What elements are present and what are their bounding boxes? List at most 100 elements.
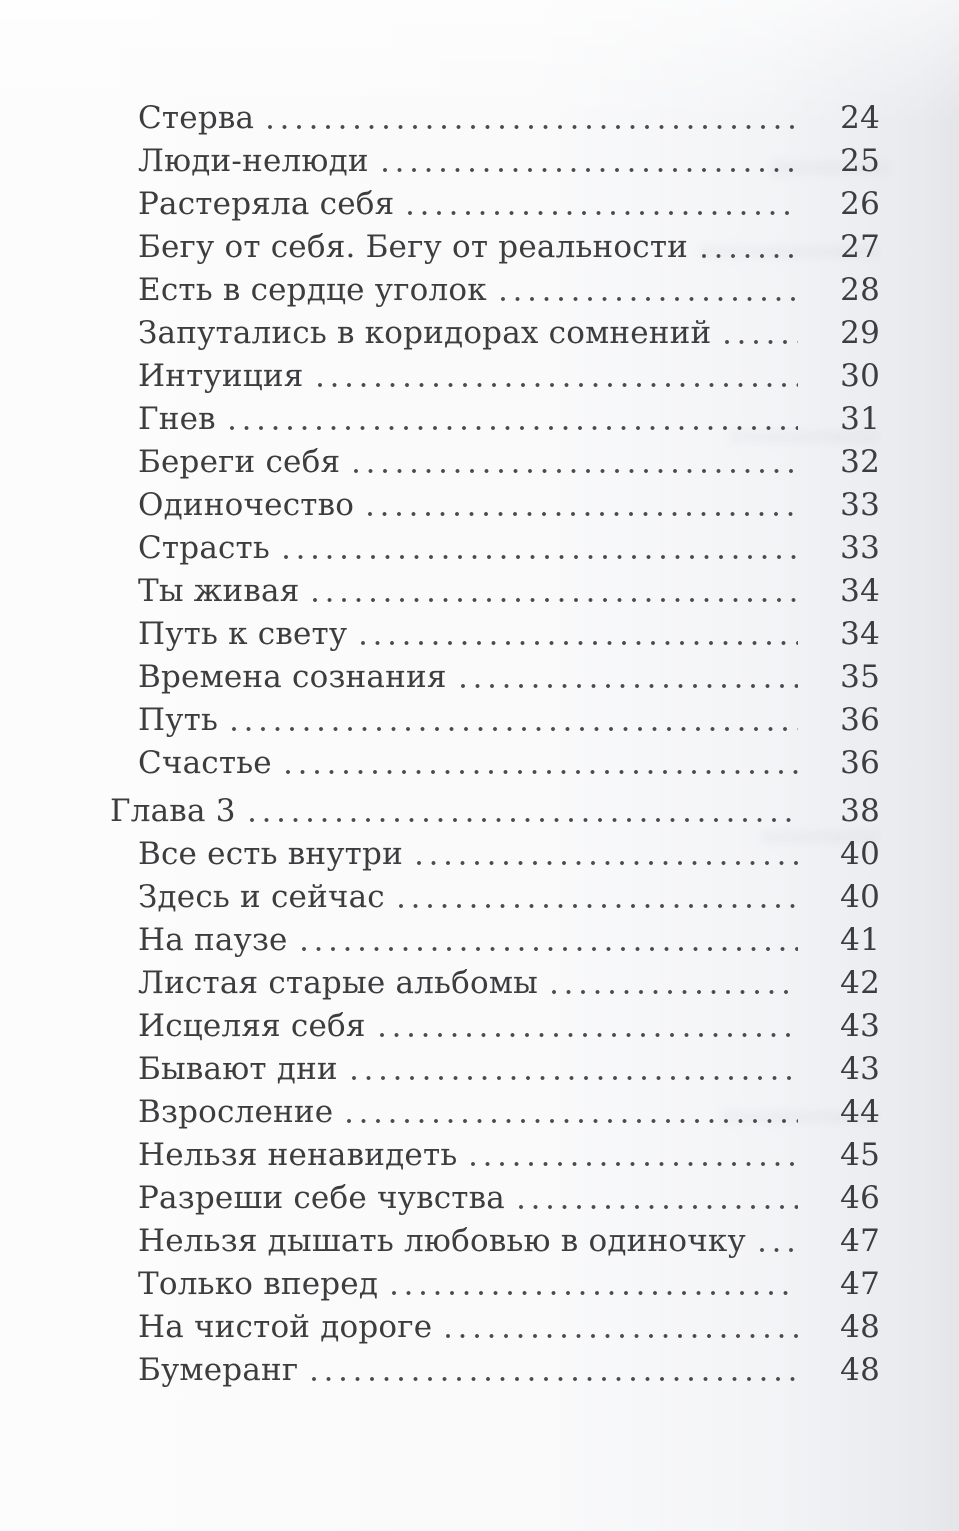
toc-entry: Исцеляя себя 43: [110, 1005, 880, 1048]
toc-entry-title: Бумеранг: [138, 1352, 299, 1388]
dot-leader: [347, 1091, 798, 1134]
toc-entry: Нельзя ненавидеть 45: [110, 1134, 880, 1177]
dot-leader: [229, 398, 798, 441]
toc-entry-title: Глава 3: [110, 793, 236, 829]
toc-entry-title: Нельзя ненавидеть: [138, 1137, 458, 1173]
dot-leader: [351, 1048, 798, 1091]
toc-entry-page: 29: [840, 315, 880, 351]
toc-entry-title: Нельзя дышать любовью в одиночку: [138, 1223, 746, 1259]
toc-entry: Путь к свету 34: [110, 613, 880, 656]
toc-entry-title: На чистой дороге: [138, 1309, 433, 1345]
toc-entry: Бумеранг 48: [110, 1349, 880, 1392]
toc-entry-page: 30: [840, 358, 880, 394]
dot-leader: [392, 1263, 798, 1306]
toc-entry-page: 33: [840, 530, 880, 566]
dot-leader: [379, 1005, 798, 1048]
dot-leader: [446, 1306, 798, 1349]
dot-leader: [313, 570, 798, 613]
toc-entry: Ты живая 34: [110, 570, 880, 613]
toc-entry-page: 27: [840, 229, 880, 265]
toc-entry: На паузе 41: [110, 919, 880, 962]
toc-entry-page: 24: [840, 100, 880, 136]
toc-entry-page: 38: [840, 793, 880, 829]
toc-entry: Нельзя дышать любовью в одиночку 47: [110, 1220, 880, 1263]
dot-leader: [416, 833, 798, 876]
toc-entry-title: Страсть: [138, 530, 270, 566]
toc-entry-page: 46: [840, 1180, 880, 1216]
dot-leader: [301, 919, 798, 962]
toc-entry-title: Береги себя: [138, 444, 341, 480]
toc-entry-title: Только вперед: [138, 1266, 379, 1302]
toc-entry-page: 32: [840, 444, 880, 480]
toc-entry-page: 34: [840, 616, 880, 652]
toc-entry: Времена сознания 35: [110, 656, 880, 699]
toc-entry-page: 31: [840, 401, 880, 437]
toc-entry-page: 26: [840, 186, 880, 222]
dot-leader: [268, 97, 798, 140]
toc-entry-page: 42: [840, 965, 880, 1001]
toc-entry: Гнев 31: [110, 398, 880, 441]
toc-entry: Разреши себе чувства 46: [110, 1177, 880, 1220]
toc-entry-title: Путь: [138, 702, 219, 738]
toc-entry-title: Интуиция: [138, 358, 304, 394]
toc-entry-title: На паузе: [138, 922, 288, 958]
toc-entry-title: Путь к свету: [138, 616, 348, 652]
toc-entry-page: 47: [840, 1266, 880, 1302]
toc-entry: Береги себя 32: [110, 441, 880, 484]
toc-entry-page: 34: [840, 573, 880, 609]
dot-leader: [354, 441, 798, 484]
toc-entry-title: Бывают дни: [138, 1051, 338, 1087]
toc-entry: Стерва 24: [110, 97, 880, 140]
toc-entry-page: 36: [840, 745, 880, 781]
toc-entry-title: Времена сознания: [138, 659, 447, 695]
dot-leader: [500, 269, 798, 312]
toc-entry-title: Исцеляя себя: [138, 1008, 366, 1044]
toc-entry: Бывают дни 43: [110, 1048, 880, 1091]
toc-entry: Здесь и сейчас 40: [110, 876, 880, 919]
toc-entry-page: 36: [840, 702, 880, 738]
toc-entry: Только вперед 47: [110, 1263, 880, 1306]
toc-entry: Путь 36: [110, 699, 880, 742]
toc-entry-title: Бегу от себя. Бегу от реальности: [138, 229, 689, 265]
dot-leader: [368, 484, 798, 527]
toc-entry: Есть в сердце уголок 28: [110, 269, 880, 312]
toc-list: Стерва 24 Люди-нелюди 25 Растеряла себя …: [110, 97, 880, 1392]
toc-entry: Растеряла себя 26: [110, 183, 880, 226]
toc-entry-page: 47: [840, 1223, 880, 1259]
toc-entry: Интуиция 30: [110, 355, 880, 398]
toc-entry: Все есть внутри 40: [110, 833, 880, 876]
toc-entry-title: Запутались в коридорах сомнений: [138, 315, 712, 351]
toc-entry-title: Люди-нелюди: [138, 143, 369, 179]
dot-leader: [460, 656, 798, 699]
toc-entry: Страсть 33: [110, 527, 880, 570]
toc-entry-page: 35: [840, 659, 880, 695]
dot-leader: [471, 1134, 798, 1177]
dot-leader: [361, 613, 798, 656]
dot-leader: [702, 226, 798, 269]
dot-leader: [408, 183, 798, 226]
toc-entry-page: 28: [840, 272, 880, 308]
toc-entry-title: Одиночество: [138, 487, 355, 523]
page-showthrough: [770, 160, 890, 176]
toc-entry-title: Здесь и сейчас: [138, 879, 385, 915]
toc-entry-title: Растеряла себя: [138, 186, 395, 222]
dot-leader: [285, 742, 798, 785]
dot-leader: [249, 790, 798, 833]
toc-entry-page: 44: [840, 1094, 880, 1130]
dot-leader: [382, 140, 798, 183]
toc-entry-page: 43: [840, 1051, 880, 1087]
toc-entry-title: Гнев: [138, 401, 216, 437]
dot-leader: [317, 355, 798, 398]
toc-entry-title: Разреши себе чувства: [138, 1180, 505, 1216]
dot-leader: [725, 312, 798, 355]
toc-entry: Люди-нелюди 25: [110, 140, 880, 183]
toc-entry-page: 48: [840, 1309, 880, 1345]
toc-entry-title: Счастье: [138, 745, 272, 781]
toc-entry-page: 43: [840, 1008, 880, 1044]
toc-entry-page: 40: [840, 836, 880, 872]
dot-leader: [232, 699, 798, 742]
dot-leader: [552, 962, 798, 1005]
toc-entry: Глава 3 38: [110, 790, 880, 833]
toc-entry: Листая старые альбомы 42: [110, 962, 880, 1005]
